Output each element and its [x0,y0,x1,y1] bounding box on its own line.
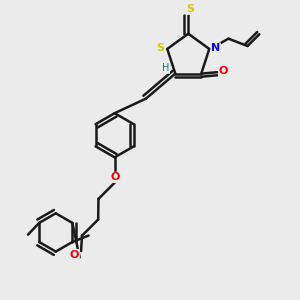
Text: S: S [187,4,195,14]
Text: S: S [156,43,164,53]
Text: N: N [211,43,220,53]
Text: O: O [110,172,120,182]
Text: H: H [162,63,169,73]
Text: O: O [219,66,228,76]
Text: O: O [70,250,79,260]
